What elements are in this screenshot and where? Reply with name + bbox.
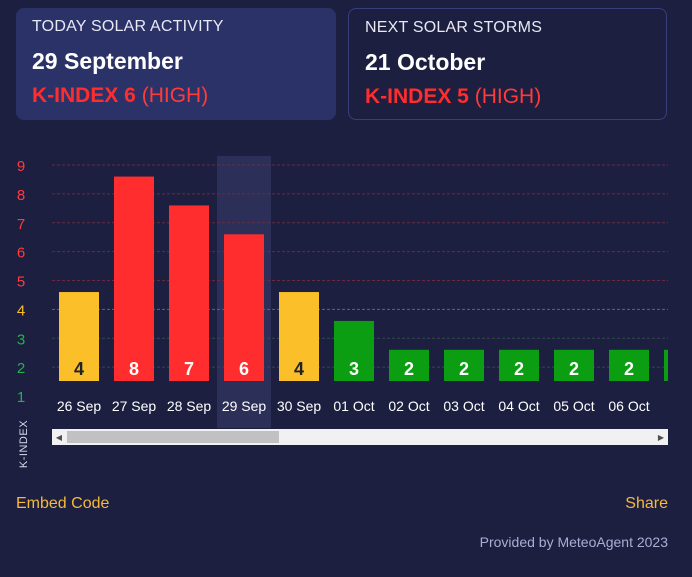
next-date: 21 October bbox=[365, 49, 486, 75]
bar-28-sep[interactable] bbox=[169, 205, 209, 381]
next-storm-card: NEXT SOLAR STORMS 21 October K-INDEX 5 (… bbox=[348, 8, 667, 120]
bar-04-oct[interactable] bbox=[499, 349, 539, 381]
y-axis-label: K-INDEX bbox=[18, 419, 31, 469]
x-tick-3: 29 Sep bbox=[222, 398, 267, 414]
bar-label-5: 3 bbox=[349, 359, 359, 379]
bar-03-oct[interactable] bbox=[444, 349, 484, 381]
x-tick-4: 30 Sep bbox=[277, 398, 322, 414]
bar-0[interactable] bbox=[664, 349, 668, 381]
today-kindex: K-INDEX 6 bbox=[32, 84, 136, 107]
y-tick-2: 2 bbox=[17, 360, 25, 377]
bar-27-sep[interactable] bbox=[114, 176, 154, 381]
bar-label-1: 8 bbox=[129, 359, 139, 379]
x-tick-7: 03 Oct bbox=[443, 398, 484, 414]
bar-29-sep[interactable] bbox=[224, 234, 264, 381]
bar-05-oct[interactable] bbox=[554, 349, 594, 381]
chart-right-mask bbox=[668, 140, 692, 430]
bar-label-3: 6 bbox=[239, 359, 249, 379]
bar-06-oct[interactable] bbox=[609, 349, 649, 381]
next-kindex: K-INDEX 5 bbox=[365, 85, 469, 108]
y-tick-7: 7 bbox=[17, 216, 25, 233]
y-tick-1: 1 bbox=[17, 389, 25, 406]
chart-scrollbar[interactable]: ◀ ▶ bbox=[52, 429, 668, 445]
embed-code-link[interactable]: Embed Code bbox=[16, 495, 110, 512]
y-axis-title: K-INDEX bbox=[4, 420, 40, 470]
today-date: 29 September bbox=[32, 48, 183, 74]
bar-30-sep[interactable] bbox=[279, 292, 319, 381]
x-tick-6: 02 Oct bbox=[388, 398, 429, 414]
y-tick-4: 4 bbox=[17, 302, 25, 319]
bar-26-sep[interactable] bbox=[59, 292, 99, 381]
today-card: TODAY SOLAR ACTIVITY 29 September K-INDE… bbox=[16, 8, 336, 120]
scroll-left-arrow-icon[interactable]: ◀ bbox=[55, 432, 63, 442]
y-tick-6: 6 bbox=[17, 245, 25, 262]
bar-label-8: 2 bbox=[514, 359, 524, 379]
x-tick-2: 28 Sep bbox=[167, 398, 212, 414]
bar-label-6: 2 bbox=[404, 359, 414, 379]
x-tick-10: 06 Oct bbox=[608, 398, 649, 414]
next-label: NEXT SOLAR STORMS bbox=[365, 19, 543, 36]
bar-label-4: 4 bbox=[294, 359, 304, 379]
bar-label-7: 2 bbox=[459, 359, 469, 379]
x-tick-5: 01 Oct bbox=[333, 398, 374, 414]
today-kindex-line: K-INDEX 6 (HIGH) bbox=[32, 84, 320, 108]
y-tick-8: 8 bbox=[17, 187, 25, 204]
bar-label-2: 7 bbox=[184, 359, 194, 379]
y-tick-9: 9 bbox=[17, 158, 25, 175]
today-level: (HIGH) bbox=[141, 84, 209, 107]
bar-label-9: 2 bbox=[569, 359, 579, 379]
bar-01-oct[interactable] bbox=[334, 320, 374, 381]
next-level: (HIGH) bbox=[474, 85, 542, 108]
x-tick-8: 04 Oct bbox=[498, 398, 539, 414]
bar-label-0: 4 bbox=[74, 359, 84, 379]
bar-02-oct[interactable] bbox=[389, 349, 429, 381]
provided-by: Provided by MeteoAgent 2023 bbox=[479, 534, 668, 550]
y-tick-5: 5 bbox=[17, 274, 25, 291]
x-tick-0: 26 Sep bbox=[57, 398, 102, 414]
x-tick-1: 27 Sep bbox=[112, 398, 157, 414]
scroll-right-arrow-icon[interactable]: ▶ bbox=[657, 432, 665, 442]
today-label: TODAY SOLAR ACTIVITY bbox=[32, 18, 224, 35]
scroll-thumb[interactable] bbox=[67, 431, 279, 443]
y-tick-3: 3 bbox=[17, 331, 25, 348]
share-link[interactable]: Share bbox=[625, 495, 668, 512]
x-tick-9: 05 Oct bbox=[553, 398, 594, 414]
next-kindex-line: K-INDEX 5 (HIGH) bbox=[365, 85, 650, 109]
bar-label-10: 2 bbox=[624, 359, 634, 379]
